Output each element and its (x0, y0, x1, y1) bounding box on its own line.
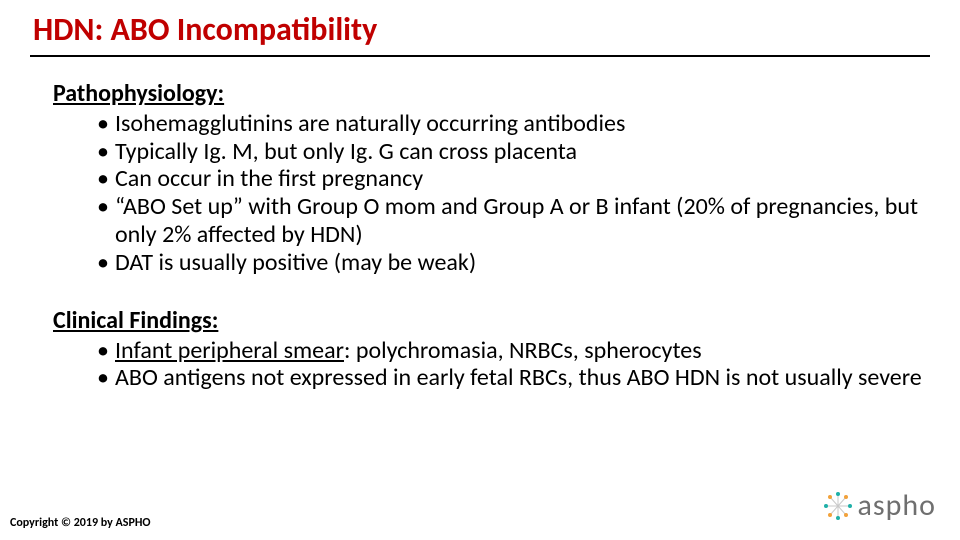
brand-logo-text: aspho (858, 487, 936, 524)
section-pathophysiology: Pathophysiology: Isohemagglutinins are n… (53, 80, 923, 277)
list-item: Typically Ig. M, but only Ig. G can cros… (97, 138, 923, 166)
section-clinical-findings: Clinical Findings: Infant peripheral sme… (53, 307, 923, 392)
title-rule (30, 55, 930, 57)
list-item: DAT is usually positive (may be weak) (97, 249, 923, 277)
section-heading: Clinical Findings: (53, 306, 218, 335)
list-item: Isohemagglutinins are naturally occurrin… (97, 110, 923, 138)
bullet-rest: : polychromasia, NRBCs, spherocytes (344, 336, 702, 365)
slide-body: Pathophysiology: Isohemagglutinins are n… (53, 80, 923, 392)
starburst-icon (824, 492, 852, 520)
list-item: Can occur in the first pregnancy (97, 165, 923, 193)
copyright-text: Copyright © 2019 by ASPHO (10, 516, 151, 530)
bullet-list: Infant peripheral smear: polychromasia, … (53, 337, 923, 393)
underlined-label: Infant peripheral smear (115, 336, 344, 365)
section-heading: Pathophysiology: (53, 79, 224, 108)
list-item: “ABO Set up” with Group O mom and Group … (97, 193, 923, 249)
slide-title: HDN: ABO Incompatibility (33, 10, 377, 49)
bullet-list: Isohemagglutinins are naturally occurrin… (53, 110, 923, 277)
list-item: Infant peripheral smear: polychromasia, … (97, 337, 923, 365)
list-item: ABO antigens not expressed in early feta… (97, 364, 923, 392)
brand-logo: aspho (824, 487, 936, 524)
